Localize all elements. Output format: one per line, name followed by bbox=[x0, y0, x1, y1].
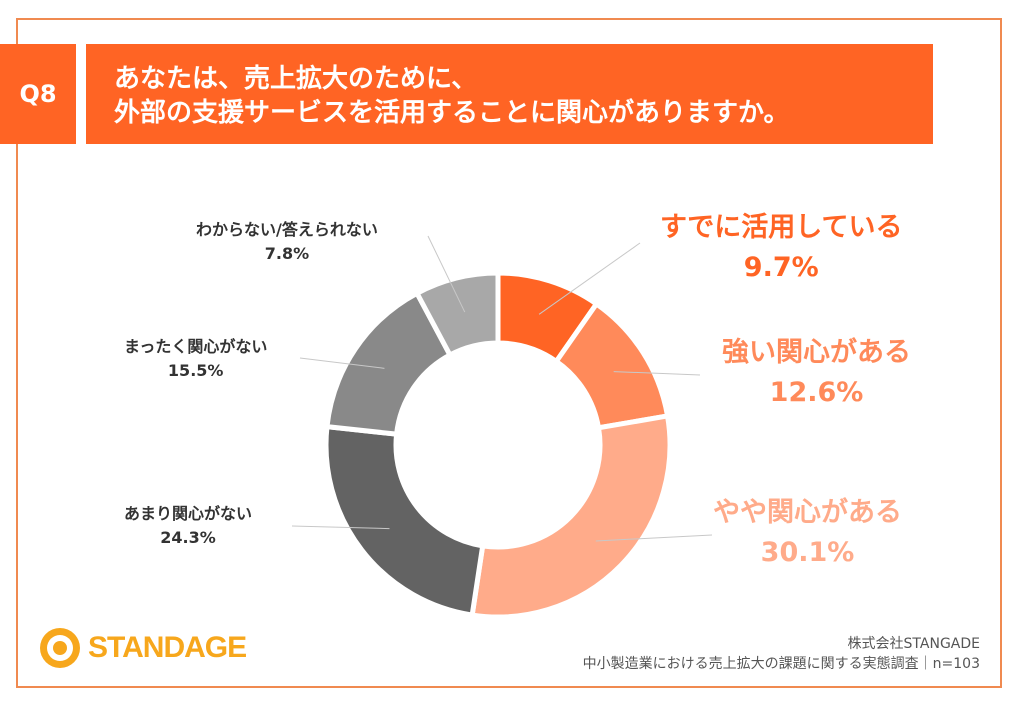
leader-line-no-interest bbox=[299, 357, 385, 369]
label-dont-know: わからない/答えられない 7.8% bbox=[196, 218, 378, 266]
label-strong-interest: 強い関心がある 12.6% bbox=[722, 333, 911, 413]
label-category: やや関心がある bbox=[713, 497, 902, 528]
logo-text: STANDAGE bbox=[88, 631, 247, 664]
label-category: すでに活用している bbox=[660, 212, 903, 243]
label-already-using: すでに活用している 9.7% bbox=[660, 208, 902, 288]
footer-survey: 中小製造業における売上拡大の課題に関する実態調査｜n=103 bbox=[582, 656, 980, 672]
label-value: 15.5% bbox=[167, 361, 224, 380]
label-category: 強い関心がある bbox=[722, 337, 911, 368]
logo-mark-icon bbox=[40, 628, 80, 668]
footer-credit: 株式会社STANGADE 中小製造業における売上拡大の課題に関する実態調査｜n=… bbox=[583, 634, 980, 674]
leader-line-dont-know bbox=[427, 235, 466, 313]
slide-frame bbox=[16, 18, 1002, 688]
label-category: わからない/答えられない bbox=[196, 220, 378, 239]
label-value: 7.8% bbox=[264, 244, 310, 263]
question-number-badge: Q8 bbox=[0, 44, 76, 144]
donut-slice-dont-know bbox=[413, 270, 501, 359]
label-no-interest: まったく関心がない 15.5% bbox=[124, 335, 267, 383]
label-value: 30.1% bbox=[760, 537, 855, 568]
label-category: まったく関心がない bbox=[124, 337, 268, 356]
label-value: 12.6% bbox=[769, 377, 864, 408]
leader-lines bbox=[291, 235, 713, 542]
leader-line-some-interest bbox=[595, 534, 713, 542]
question-line-1: あなたは、売上拡大のために、 bbox=[114, 64, 478, 94]
leader-line-little-interest bbox=[291, 525, 390, 530]
label-little-interest: あまり関心がない 24.3% bbox=[124, 502, 252, 550]
label-value: 24.3% bbox=[160, 528, 216, 547]
label-category: あまり関心がない bbox=[124, 504, 253, 523]
donut-slices bbox=[323, 270, 673, 620]
label-value: 9.7% bbox=[743, 252, 819, 283]
standage-logo: STANDAGE bbox=[40, 628, 247, 668]
leader-line-already-using bbox=[538, 242, 641, 315]
donut-slice-little-interest bbox=[323, 423, 486, 618]
question-line-2: 外部の支援サービスを活用することに関心がありますか。 bbox=[114, 98, 790, 128]
question-title: あなたは、売上拡大のために、 外部の支援サービスを活用することに関心がありますか… bbox=[86, 44, 933, 144]
leader-line-strong-interest bbox=[613, 371, 701, 376]
label-some-interest: やや関心がある 30.1% bbox=[713, 493, 902, 573]
donut-slice-some-interest bbox=[469, 413, 673, 620]
footer-company: 株式会社STANGADE bbox=[847, 636, 980, 652]
